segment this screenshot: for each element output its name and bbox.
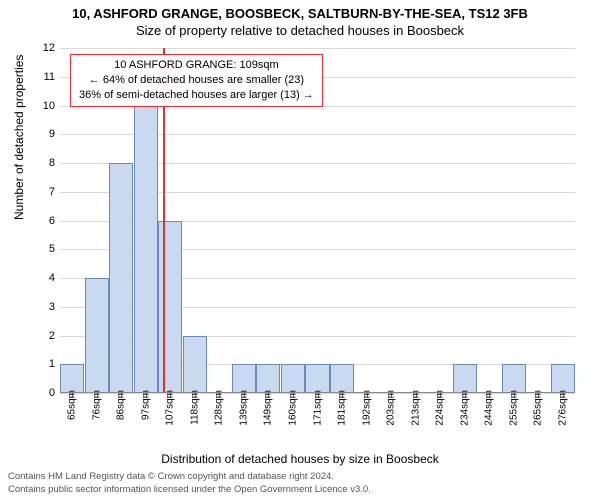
attribution-footer: Contains HM Land Registry data © Crown c…: [8, 471, 592, 496]
address-title: 10, ASHFORD GRANGE, BOOSBECK, SALTBURN-B…: [0, 6, 600, 21]
x-axis-baseline: [60, 392, 575, 393]
y-tick-label: 6: [31, 215, 55, 227]
footer-line-1: Contains HM Land Registry data © Crown c…: [8, 471, 592, 483]
plot-area: 012345678910111210 ASHFORD GRANGE: 109sq…: [60, 48, 575, 393]
histogram-bar: [85, 278, 109, 393]
x-tick-label: 244sqm: [484, 390, 495, 426]
x-tick-label: 118sqm: [189, 390, 200, 425]
histogram-bar: [60, 364, 84, 393]
y-tick-label: 5: [31, 243, 55, 255]
x-tick-label: 128sqm: [214, 390, 225, 426]
x-tick-label: 192sqm: [361, 390, 372, 426]
gridline: [60, 48, 575, 49]
x-tick-label: 234sqm: [459, 390, 470, 426]
x-tick-label: 76sqm: [91, 390, 102, 420]
x-tick-label: 139sqm: [238, 390, 249, 426]
chart-header: 10, ASHFORD GRANGE, BOOSBECK, SALTBURN-B…: [0, 0, 600, 38]
chart-subtitle: Size of property relative to detached ho…: [0, 23, 600, 38]
x-tick-label: 107sqm: [165, 390, 176, 426]
y-tick-label: 3: [31, 301, 55, 313]
y-tick-label: 7: [31, 186, 55, 198]
histogram-bar: [330, 364, 354, 393]
callout-line: 36% of semi-detached houses are larger (…: [79, 88, 314, 103]
histogram-bar: [502, 364, 526, 393]
y-tick-label: 10: [31, 100, 55, 112]
reference-callout: 10 ASHFORD GRANGE: 109sqm← 64% of detach…: [70, 54, 323, 107]
histogram-bar: [158, 221, 182, 394]
callout-line: 10 ASHFORD GRANGE: 109sqm: [79, 58, 314, 73]
y-tick-label: 11: [31, 71, 55, 83]
x-tick-label: 276sqm: [557, 390, 568, 426]
footer-line-2: Contains public sector information licen…: [8, 484, 592, 496]
x-tick-label: 181sqm: [337, 390, 348, 426]
callout-line: ← 64% of detached houses are smaller (23…: [79, 73, 314, 88]
histogram-bar: [232, 364, 256, 393]
x-tick-label: 255sqm: [508, 390, 519, 426]
x-tick-label: 224sqm: [435, 390, 446, 426]
y-tick-label: 9: [31, 128, 55, 140]
x-tick-label: 171sqm: [312, 390, 323, 426]
x-tick-label: 213sqm: [410, 390, 421, 426]
histogram-bar: [453, 364, 477, 393]
y-tick-label: 0: [31, 387, 55, 399]
histogram-bar: [256, 364, 280, 393]
y-tick-label: 4: [31, 272, 55, 284]
y-tick-label: 2: [31, 330, 55, 342]
x-tick-label: 97sqm: [140, 390, 151, 420]
y-axis-label: Number of detached properties: [12, 55, 26, 220]
x-tick-label: 149sqm: [263, 390, 274, 426]
x-tick-label: 86sqm: [116, 390, 127, 420]
y-tick-label: 1: [31, 358, 55, 370]
histogram-bar: [305, 364, 329, 393]
y-tick-label: 8: [31, 157, 55, 169]
histogram-bar: [183, 336, 207, 394]
histogram-bar: [109, 163, 133, 393]
histogram-bar: [551, 364, 575, 393]
y-tick-label: 12: [31, 42, 55, 54]
x-tick-label: 160sqm: [287, 390, 298, 426]
histogram-bar: [281, 364, 305, 393]
x-axis-label: Distribution of detached houses by size …: [0, 452, 600, 466]
x-tick-label: 265sqm: [533, 390, 544, 426]
histogram-bar: [134, 106, 158, 394]
x-tick-label: 203sqm: [386, 390, 397, 426]
x-tick-label: 65sqm: [67, 390, 78, 420]
